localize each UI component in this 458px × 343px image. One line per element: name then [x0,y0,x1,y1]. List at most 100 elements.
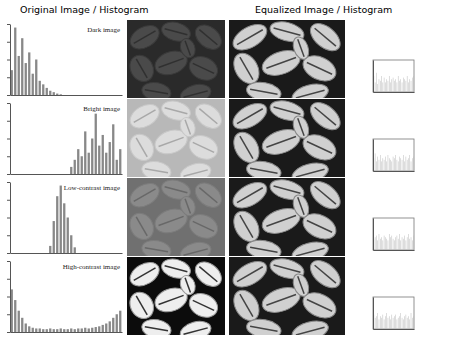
bar [14,174,16,175]
bar [391,161,393,171]
bar [404,316,406,329]
bar [60,174,62,175]
bar [112,253,114,254]
bar [397,239,399,250]
bar [77,253,79,254]
histogram-panel: Low-contrast image [7,183,123,254]
bar [394,81,396,92]
bean [290,272,311,299]
bar [28,253,30,254]
bar [388,158,390,171]
bar [395,315,397,329]
bar [401,318,403,329]
bar [401,82,403,92]
bean [127,100,163,133]
image [127,99,225,177]
bean-body [245,238,282,256]
bean-crease [298,118,304,135]
bar [390,82,392,92]
bar [112,318,114,332]
bean-body [305,99,345,135]
bar [410,237,412,250]
x-axis-line [11,332,123,333]
bar [63,203,65,253]
bar [21,318,23,332]
bar [74,95,76,96]
bar [119,311,121,332]
bar [32,253,34,254]
histogram-panel [373,60,415,93]
bar [400,313,402,329]
bean-crease [298,197,304,214]
bean-crease [136,217,147,236]
bar [405,315,407,329]
bar [403,78,405,92]
bar [88,253,90,254]
bean [245,159,282,177]
histogram-panel: Bright image [7,104,123,175]
bean-body [305,257,345,293]
y-tick [7,182,10,183]
bar [109,95,111,96]
bar [60,94,62,95]
bar [49,174,51,175]
bean [229,257,271,292]
bar [60,328,62,332]
bean [127,258,163,291]
bean-body [178,160,213,177]
x-axis [11,253,123,254]
panel-title: Bright image [83,105,120,113]
x-axis-line [374,92,415,93]
bean-body [229,99,271,134]
y-axis-line [373,140,374,172]
bar [109,253,111,254]
bar [98,146,100,174]
bean-crease [136,296,147,315]
bar [53,174,55,175]
y-tick [7,218,10,219]
bean-crease [266,295,296,306]
bar [392,318,394,329]
bar [102,95,104,96]
bean-body [290,272,311,299]
bar [70,167,72,174]
x-axis [374,171,415,172]
bar [381,237,383,250]
bar [403,319,405,329]
bar [413,316,414,329]
bar [377,240,379,250]
bar [63,329,65,332]
x-axis [374,92,415,93]
header-left: Original Image / Histogram [20,4,148,15]
bars [11,28,62,95]
bar [32,328,34,332]
bar [391,315,393,329]
bean-crease [134,110,156,123]
bean [191,178,225,212]
bean-crease [165,266,188,272]
y-tick [7,174,10,175]
bar [60,186,62,253]
bean-crease [315,28,336,46]
bar [405,157,407,171]
bean [178,81,213,98]
bar [88,328,90,332]
bean-crease [266,216,296,227]
bean-crease [199,30,217,45]
bar [413,76,414,92]
bar [42,84,44,95]
bean [178,239,213,256]
bar [377,157,379,171]
y-tick [7,314,10,315]
bean-crease [183,328,207,334]
bar [116,253,118,254]
bean-crease [250,168,277,173]
x-axis-line [374,250,415,251]
bar [18,174,20,175]
bar [409,155,411,171]
bean-body [290,80,331,98]
bar [35,174,37,175]
bean [191,257,225,291]
bean-body [140,238,172,256]
bean [290,35,311,62]
